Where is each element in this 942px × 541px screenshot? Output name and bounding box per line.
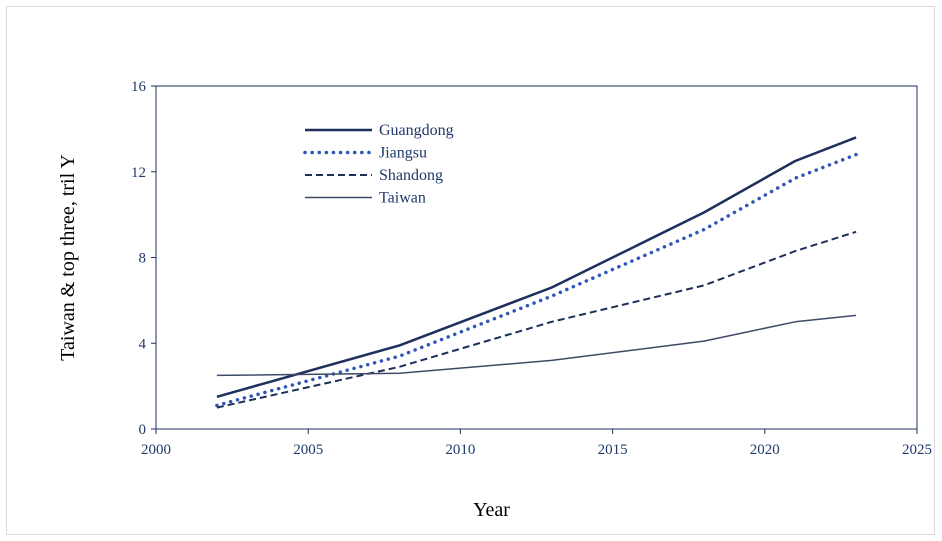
y-tick-label: 12 <box>131 165 146 181</box>
legend-label-shandong: Shandong <box>379 167 443 184</box>
x-tick-label: 2015 <box>598 442 628 458</box>
series-line-taiwan <box>216 314 857 377</box>
y-tick-label: 8 <box>139 251 147 267</box>
x-tick-label: 2010 <box>445 442 475 458</box>
y-tick-label: 0 <box>139 422 147 438</box>
legend-label-taiwan: Taiwan <box>379 190 426 207</box>
x-axis-title: Year <box>473 499 510 521</box>
x-tick-label: 2000 <box>141 442 171 458</box>
y-tick-label: 16 <box>131 79 147 95</box>
y-tick-label: 4 <box>139 336 147 352</box>
x-tick-label: 2020 <box>750 442 780 458</box>
plot-area-border <box>155 85 918 430</box>
x-tick-label: 2025 <box>902 442 932 458</box>
chart-frame <box>6 6 935 535</box>
legend-label-guangdong: Guangdong <box>379 122 454 139</box>
y-axis-title: Taiwan & top three, tril Y <box>57 154 79 361</box>
series-line-guangdong <box>216 136 857 399</box>
legend-label-jiangsu: Jiangsu <box>379 145 427 162</box>
series-line-jiangsu <box>215 152 858 408</box>
x-tick-label: 2005 <box>293 442 323 458</box>
